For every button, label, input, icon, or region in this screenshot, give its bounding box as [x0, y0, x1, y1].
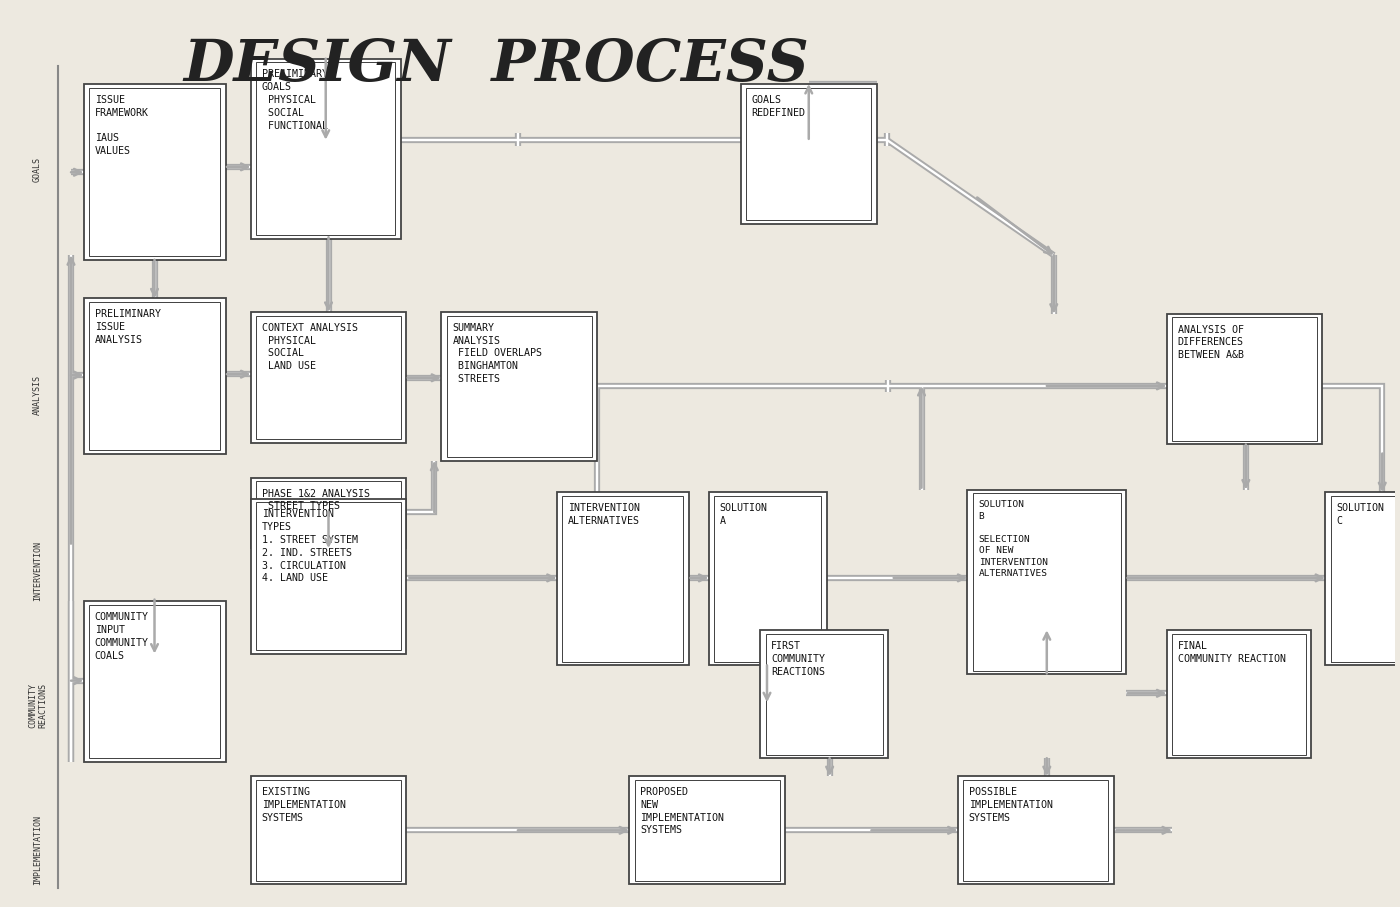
Text: ANALYSIS: ANALYSIS: [34, 375, 42, 414]
FancyBboxPatch shape: [1326, 493, 1400, 666]
Text: PRELIMINARY
ISSUE
ANALYSIS: PRELIMINARY ISSUE ANALYSIS: [95, 309, 161, 345]
Text: SUMMARY
ANALYSIS
 FIELD OVERLAPS
 BINGHAMTON
 STREETS: SUMMARY ANALYSIS FIELD OVERLAPS BINGHAMT…: [452, 323, 542, 384]
Text: FINAL
COMMUNITY REACTION: FINAL COMMUNITY REACTION: [1177, 641, 1285, 664]
FancyBboxPatch shape: [251, 499, 406, 654]
Text: COMMUNITY
INPUT
COMMUNITY
COALS: COMMUNITY INPUT COMMUNITY COALS: [95, 612, 148, 660]
Text: COMMUNITY
REACTIONS: COMMUNITY REACTIONS: [28, 683, 48, 728]
Text: PRELIMINARY
GOALS
 PHYSICAL
 SOCIAL
 FUNCTIONAL: PRELIMINARY GOALS PHYSICAL SOCIAL FUNCTI…: [262, 70, 328, 131]
FancyBboxPatch shape: [251, 776, 406, 884]
Text: DESIGN  PROCESS: DESIGN PROCESS: [183, 37, 809, 93]
Text: POSSIBLE
IMPLEMENTATION
SYSTEMS: POSSIBLE IMPLEMENTATION SYSTEMS: [969, 787, 1053, 823]
Text: CONTEXT ANALYSIS
 PHYSICAL
 SOCIAL
 LAND USE: CONTEXT ANALYSIS PHYSICAL SOCIAL LAND US…: [262, 323, 357, 371]
FancyBboxPatch shape: [958, 776, 1113, 884]
Text: SOLUTION
C: SOLUTION C: [1337, 503, 1385, 526]
FancyBboxPatch shape: [708, 493, 827, 666]
Text: INTERVENTION
TYPES
1. STREET SYSTEM
2. IND. STREETS
3. CIRCULATION
4. LAND USE: INTERVENTION TYPES 1. STREET SYSTEM 2. I…: [262, 510, 357, 583]
Text: SOLUTION
A: SOLUTION A: [720, 503, 767, 526]
FancyBboxPatch shape: [84, 298, 225, 454]
FancyBboxPatch shape: [441, 312, 598, 461]
FancyBboxPatch shape: [251, 478, 406, 548]
Text: INTERVENTION
ALTERNATIVES: INTERVENTION ALTERNATIVES: [568, 503, 640, 526]
FancyBboxPatch shape: [741, 84, 876, 224]
FancyBboxPatch shape: [251, 312, 406, 443]
Text: INTERVENTION: INTERVENTION: [34, 541, 42, 600]
FancyBboxPatch shape: [251, 59, 400, 239]
Text: EXISTING
IMPLEMENTATION
SYSTEMS: EXISTING IMPLEMENTATION SYSTEMS: [262, 787, 346, 823]
Text: ANALYSIS OF
DIFFERENCES
BETWEEN A&B: ANALYSIS OF DIFFERENCES BETWEEN A&B: [1177, 325, 1243, 360]
FancyBboxPatch shape: [1166, 314, 1323, 444]
Text: SOLUTION
B

SELECTION
OF NEW
INTERVENTION
ALTERNATIVES: SOLUTION B SELECTION OF NEW INTERVENTION…: [979, 501, 1047, 578]
Text: GOALS
REDEFINED: GOALS REDEFINED: [752, 94, 805, 118]
Text: PHASE 1&2 ANALYSIS
 STREET TYPES: PHASE 1&2 ANALYSIS STREET TYPES: [262, 489, 370, 512]
FancyBboxPatch shape: [967, 490, 1126, 674]
Text: ISSUE
FRAMEWORK

IAUS
VALUES: ISSUE FRAMEWORK IAUS VALUES: [95, 94, 148, 156]
FancyBboxPatch shape: [1166, 630, 1312, 758]
Text: GOALS: GOALS: [34, 157, 42, 182]
FancyBboxPatch shape: [760, 630, 888, 758]
FancyBboxPatch shape: [84, 601, 225, 762]
FancyBboxPatch shape: [84, 84, 225, 259]
Text: FIRST
COMMUNITY
REACTIONS: FIRST COMMUNITY REACTIONS: [771, 641, 825, 677]
Text: PROPOSED
NEW
IMPLEMENTATION
SYSTEMS: PROPOSED NEW IMPLEMENTATION SYSTEMS: [640, 787, 724, 835]
FancyBboxPatch shape: [557, 493, 689, 666]
FancyBboxPatch shape: [629, 776, 785, 884]
Text: IMPLEMENTATION: IMPLEMENTATION: [34, 815, 42, 885]
